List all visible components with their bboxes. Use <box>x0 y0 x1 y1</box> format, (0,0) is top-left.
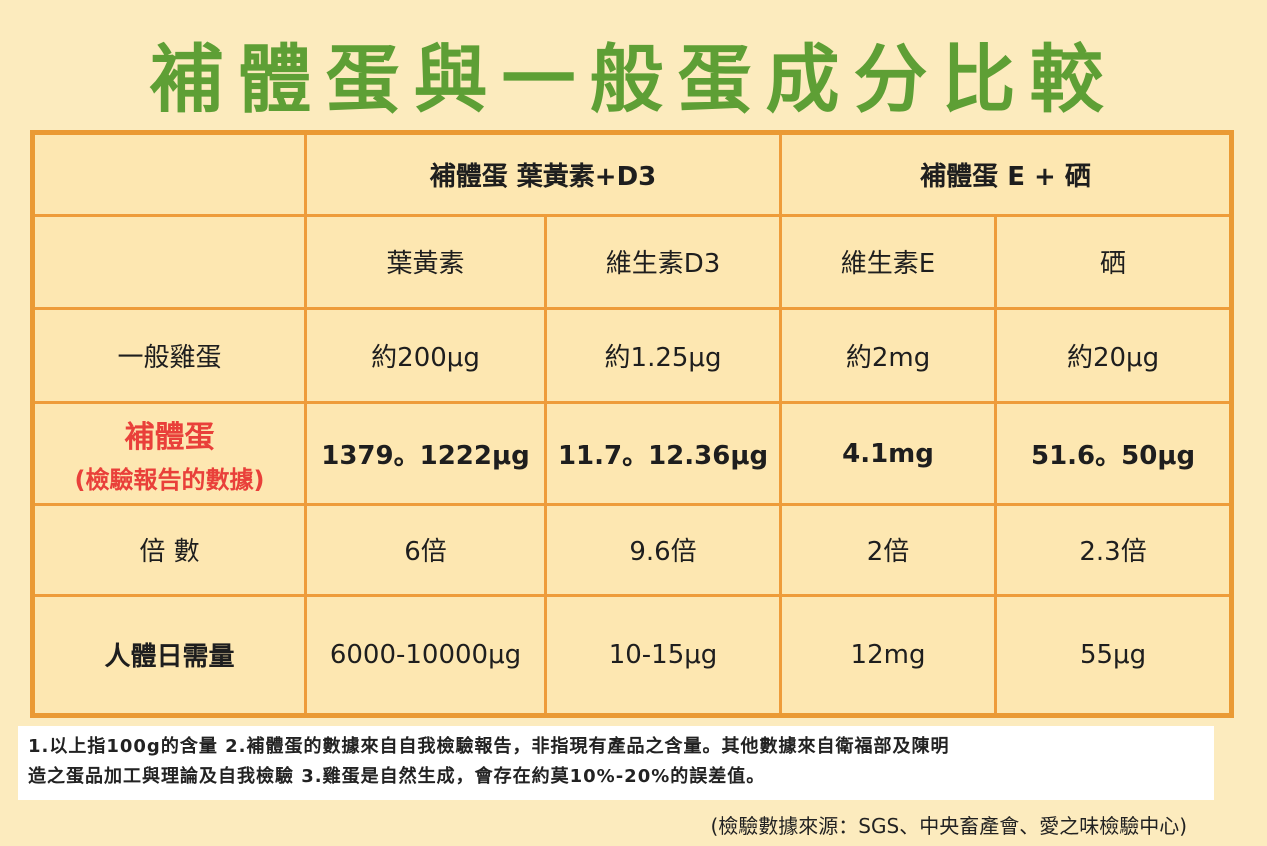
table-row: 一般雞蛋 約200μg 約1.25μg 約2mg 約20μg <box>31 306 1234 404</box>
table-cell-highlight: 4.1mg <box>779 400 998 507</box>
group-header-lutein-d3: 補體蛋 葉黃素+D3 <box>303 130 783 218</box>
column-header-vitamin-d3: 維生素D3 <box>543 214 783 310</box>
table-cell: 約2mg <box>779 306 998 404</box>
table-row: 補體蛋 葉黃素+D3 補體蛋 E + 硒 <box>31 130 1234 218</box>
table-cell: 6000-10000μg <box>304 593 547 718</box>
column-header-vitamin-e: 維生素E <box>779 214 998 310</box>
data-source-note: (檢驗數據來源：SGS、中央畜產會、愛之味檢驗中心) <box>710 814 1188 838</box>
table-row: 人體日需量 6000-10000μg 10-15μg 12mg 55μg <box>31 593 1234 718</box>
table-cell: 約1.25μg <box>543 306 783 404</box>
table-row: 倍 數 6倍 9.6倍 2倍 2.3倍 <box>31 503 1234 597</box>
group-header-e-selenium: 補體蛋 E + 硒 <box>779 130 1234 218</box>
column-header-lutein: 葉黃素 <box>304 214 547 310</box>
table-cell: 2倍 <box>779 503 998 597</box>
table-row: 葉黃素 維生素D3 維生素E 硒 <box>31 214 1234 310</box>
table-cell: 約20μg <box>994 306 1234 404</box>
table-cell-highlight: 51.6。50μg <box>994 400 1234 507</box>
row-label-multiple: 倍 數 <box>31 503 307 597</box>
row-label-regular-egg: 一般雞蛋 <box>31 306 307 404</box>
empty-label-cell <box>31 214 307 310</box>
table-cell: 約200μg <box>304 306 547 404</box>
row-label-daily-requirement: 人體日需量 <box>31 593 307 718</box>
row-label-buti-subtitle: (檢驗報告的數據) <box>74 466 265 495</box>
table-cell: 6倍 <box>304 503 547 597</box>
table-cell: 55μg <box>994 593 1234 718</box>
table-row: 補體蛋 (檢驗報告的數據) 1379。1222μg 11.7。12.36μg 4… <box>31 400 1234 507</box>
row-label-buti-title: 補體蛋 <box>124 420 215 456</box>
table-cell: 2.3倍 <box>994 503 1234 597</box>
table-cell: 12mg <box>779 593 998 718</box>
table-cell-highlight: 1379。1222μg <box>304 400 547 507</box>
table-cell: 9.6倍 <box>543 503 783 597</box>
empty-corner-cell <box>31 130 307 218</box>
page-title: 補體蛋與一般蛋成分比較 <box>149 37 1118 123</box>
row-label-buti-egg: 補體蛋 (檢驗報告的數據) <box>31 400 307 507</box>
footnote-line: 1.以上指100g的含量 2.補體蛋的數據來自自我檢驗報告，非指現有產品之含量。… <box>28 736 950 757</box>
footnotes: 1.以上指100g的含量 2.補體蛋的數據來自自我檢驗報告，非指現有產品之含量。… <box>18 726 1214 800</box>
footnote-line: 造之蛋品加工與理論及自我檢驗 3.雞蛋是自然生成，會存在約莫10%-20%的誤差… <box>28 766 766 787</box>
column-header-selenium: 硒 <box>994 214 1234 310</box>
table-cell: 10-15μg <box>543 593 783 718</box>
table-cell-highlight: 11.7。12.36μg <box>543 400 783 507</box>
comparison-table: 補體蛋 葉黃素+D3 補體蛋 E + 硒 葉黃素 維生素D3 維生素E 硒 一般… <box>30 130 1235 718</box>
